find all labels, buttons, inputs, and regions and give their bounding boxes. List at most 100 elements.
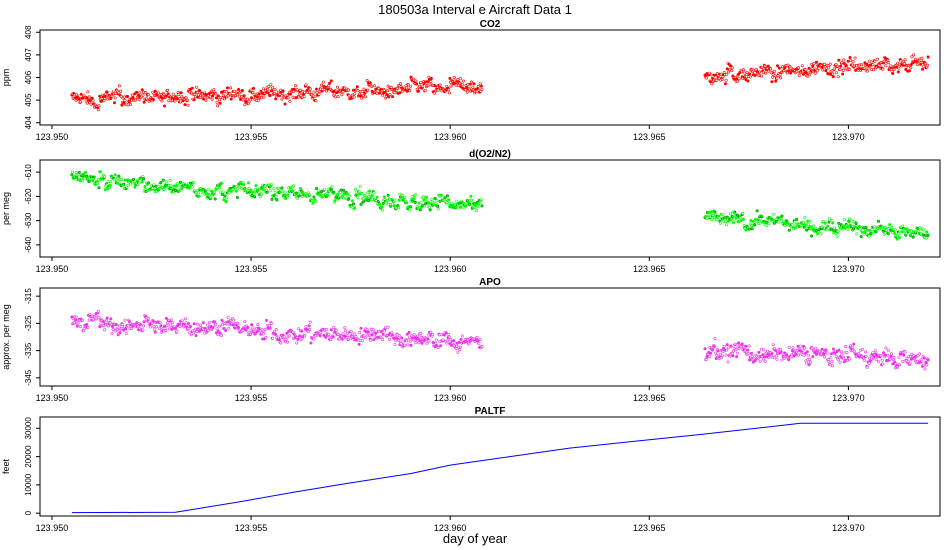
co2-data-point	[834, 63, 838, 67]
o2n2-data-point	[445, 201, 449, 205]
co2-data-point	[210, 97, 214, 101]
apo-data-point	[309, 341, 313, 345]
apo-data-point	[331, 335, 335, 339]
o2n2-data-point	[173, 186, 177, 190]
co2-data-point	[882, 59, 886, 63]
co2-data-point	[332, 92, 336, 96]
co2-data-point	[211, 94, 215, 98]
apo-data-point	[803, 351, 807, 355]
co2-data-point	[79, 92, 83, 96]
apo-data-point	[269, 321, 273, 325]
apo-data-point	[153, 330, 157, 334]
apo-data-point	[371, 328, 375, 332]
apo-data-point	[806, 353, 810, 357]
apo-data-point	[913, 355, 917, 359]
o2n2-data-point	[381, 208, 385, 212]
co2-data-point	[224, 90, 228, 94]
apo-data-point	[707, 354, 711, 358]
co2-data-point	[85, 96, 89, 100]
apo-data-point	[746, 351, 750, 355]
co2-data-point	[912, 53, 916, 57]
co2-data-point	[105, 90, 109, 94]
co2-data-point	[735, 79, 739, 83]
o2n2-data-point	[772, 212, 776, 216]
o2n2-data-point	[161, 178, 165, 182]
o2n2-data-point	[810, 234, 814, 238]
o2n2-data-point	[257, 191, 261, 195]
o2n2-data-point	[430, 197, 434, 201]
co2-data-point	[366, 88, 370, 92]
apo-data-point	[220, 318, 224, 322]
apo-data-point	[229, 318, 233, 322]
apo-y-tick-label: -315	[24, 288, 33, 305]
o2n2-data-point	[340, 195, 344, 199]
apo-data-point	[178, 324, 182, 328]
apo-data-point	[884, 346, 888, 350]
apo-data-point	[865, 365, 869, 369]
paltf-x-tick-label: 123.965	[633, 523, 666, 533]
apo-data-point	[774, 354, 778, 358]
co2-data-point	[841, 72, 845, 76]
o2n2-data-point	[221, 192, 225, 196]
o2n2-x-tick-label: 123.960	[434, 264, 467, 274]
co2-data-point	[902, 62, 906, 66]
apo-data-point	[165, 323, 169, 327]
co2-data-point	[408, 89, 412, 93]
o2n2-data-point	[224, 200, 228, 204]
co2-data-point	[849, 58, 853, 62]
co2-data-point	[336, 95, 340, 99]
o2n2-data-point	[272, 187, 276, 191]
co2-data-point	[302, 95, 306, 99]
co2-data-point	[848, 55, 852, 59]
apo-data-point	[97, 315, 101, 319]
co2-data-point	[730, 66, 734, 70]
o2n2-title: d(O2/N2)	[469, 149, 511, 160]
apo-data-point	[743, 348, 747, 352]
o2n2-data-point	[749, 219, 753, 223]
co2-data-point	[422, 82, 426, 86]
o2n2-data-point	[180, 187, 184, 191]
apo-data-point	[753, 359, 757, 363]
co2-data-point	[775, 76, 779, 80]
apo-data-point	[827, 360, 831, 364]
o2n2-data-point	[730, 215, 734, 219]
o2n2-data-point	[786, 221, 790, 225]
apo-data-point	[195, 322, 199, 326]
o2n2-data-point	[741, 217, 745, 221]
apo-data-point	[409, 343, 413, 347]
co2-data-point	[804, 68, 808, 72]
co2-data-point	[190, 91, 194, 95]
o2n2-data-point	[316, 189, 320, 193]
o2n2-data-point	[709, 215, 713, 219]
apo-data-point	[393, 342, 397, 346]
o2n2-data-point	[298, 187, 302, 191]
apo-data-point	[408, 339, 412, 343]
apo-data-point	[394, 336, 398, 340]
co2-data-point	[896, 70, 900, 74]
o2n2-data-point	[854, 222, 858, 226]
o2n2-data-point	[865, 228, 869, 232]
co2-data-point	[831, 72, 835, 76]
o2n2-data-point	[924, 236, 928, 240]
co2-x-tick-label: 123.960	[434, 132, 467, 142]
o2n2-data-point	[265, 190, 269, 194]
co2-data-point	[806, 74, 810, 78]
o2n2-data-point	[876, 219, 880, 223]
apo-x-tick-label: 123.955	[235, 393, 268, 403]
apo-data-point	[174, 326, 178, 330]
apo-data-point	[439, 344, 443, 348]
o2n2-data-point	[823, 221, 827, 225]
apo-data-point	[892, 355, 896, 359]
co2-data-point	[280, 92, 284, 96]
co2-data-point	[164, 94, 168, 98]
apo-data-point	[729, 344, 733, 348]
apo-data-point	[838, 360, 842, 364]
co2-data-point	[166, 88, 170, 92]
o2n2-data-point	[74, 171, 78, 175]
o2n2-data-point	[728, 212, 732, 216]
o2n2-data-point	[758, 221, 762, 225]
o2n2-data-point	[240, 187, 244, 191]
apo-data-point	[863, 350, 867, 354]
co2-data-point	[297, 92, 301, 96]
apo-data-point	[169, 318, 173, 322]
